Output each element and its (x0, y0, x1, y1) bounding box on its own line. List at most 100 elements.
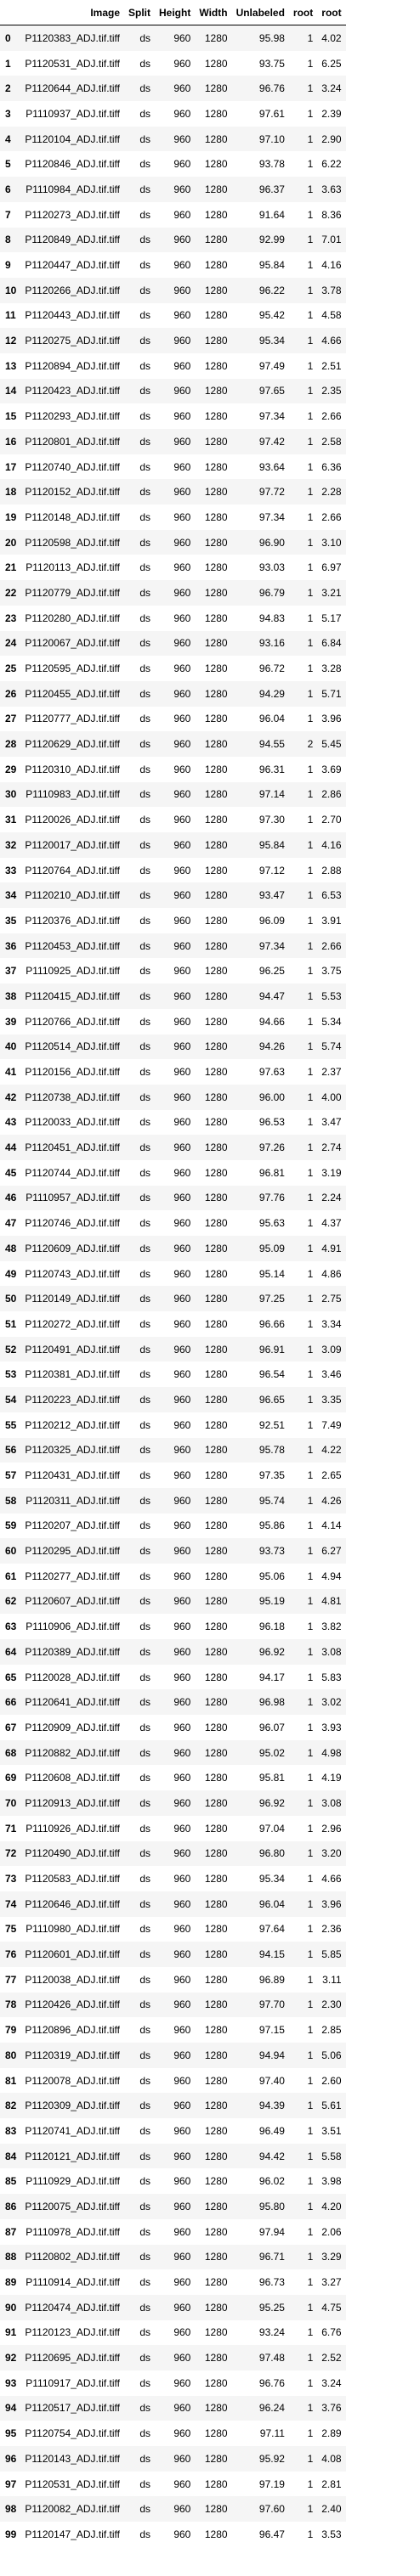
root-count-cell: 1 (307, 965, 314, 978)
width-cell: 1280 (204, 1368, 228, 1381)
unlabeled-cell: 97.61 (258, 107, 285, 120)
width-cell: 1280 (204, 2100, 228, 2112)
unlabeled-cell: 97.49 (258, 359, 285, 372)
unlabeled-cell: 93.03 (258, 561, 285, 574)
split-cell: ds (139, 2402, 150, 2415)
table-row: 65 P1120028_ADJ.tif.tiff ds 960 1280 94.17 1 5.… (0, 1665, 346, 1690)
unlabeled-cell: 95.42 (258, 309, 285, 322)
root-count-cell: 1 (307, 284, 314, 296)
unlabeled-cell: 96.92 (258, 1645, 285, 1658)
split-cell: ds (139, 460, 150, 473)
height-cell: 960 (173, 1393, 191, 1406)
root-percent-cell: 4.20 (321, 2200, 342, 2212)
width-cell: 1280 (204, 2352, 228, 2365)
height-cell: 960 (173, 1317, 191, 1330)
width-cell: 1280 (204, 2074, 228, 2087)
table-row: 72 P1120490_ADJ.tif.tiff ds 960 1280 96.80 1 3.… (0, 1840, 346, 1867)
height-cell: 960 (173, 2251, 191, 2263)
split-cell: ds (139, 1192, 150, 1204)
row-index: 69 (5, 1772, 17, 1784)
root-percent-cell: 3.02 (321, 1696, 342, 1709)
root-count-cell: 1 (307, 1696, 314, 1709)
width-cell: 1280 (204, 486, 228, 499)
split-cell: ds (139, 1242, 150, 1254)
width-cell: 1280 (204, 1116, 228, 1129)
split-cell: ds (139, 965, 150, 978)
split-cell: ds (139, 838, 150, 851)
table-row: 80 P1120319_ADJ.tif.tiff ds 960 1280 94.94 1 5.… (0, 2043, 346, 2068)
height-cell: 960 (173, 158, 191, 171)
image-cell: P1120644_ADJ.tif.tiff (25, 82, 120, 95)
table-row: 57 P1120431_ADJ.tif.tiff ds 960 1280 97.35 1 2.… (0, 1463, 346, 1488)
width-cell: 1280 (204, 410, 228, 423)
split-cell: ds (139, 2124, 150, 2137)
root-count-cell: 1 (307, 1645, 314, 1658)
image-cell: P1120646_ADJ.tif.tiff (25, 1897, 120, 1910)
unlabeled-cell: 97.11 (259, 2427, 285, 2440)
height-cell: 960 (173, 1091, 191, 1103)
width-cell: 1280 (204, 1645, 228, 1658)
root-count-cell: 1 (307, 359, 314, 372)
root-percent-cell: 2.74 (321, 1141, 342, 1154)
split-cell: ds (139, 1998, 150, 2011)
root-percent-cell: 5.85 (321, 1948, 342, 1961)
table-row: 48 P1120609_ADJ.tif.tiff ds 960 1280 95.09 1 4.… (0, 1236, 346, 1261)
height-cell: 960 (173, 2376, 191, 2389)
row-index: 37 (5, 965, 17, 978)
root-percent-cell: 2.66 (321, 939, 342, 952)
table-row: 4 P1120104_ADJ.tif.tiff ds 960 1280 97.10 1 2.9… (0, 126, 346, 152)
split-cell: ds (139, 1343, 150, 1356)
image-cell: P1120311_ADJ.tif.tiff (26, 1494, 120, 1507)
height-cell: 960 (173, 82, 191, 95)
row-index: 10 (5, 284, 17, 296)
image-cell: P1120744_ADJ.tif.tiff (25, 1166, 120, 1179)
unlabeled-cell: 97.63 (258, 1066, 285, 1079)
image-cell: P1120601_ADJ.tif.tiff (25, 1948, 120, 1961)
table-row: 73 P1120583_ADJ.tif.tiff ds 960 1280 95.34 1 4.… (0, 1866, 346, 1891)
root-percent-cell: 4.00 (321, 1091, 342, 1103)
table-row: 58 P1120311_ADJ.tif.tiff ds 960 1280 95.74 1 4.… (0, 1487, 346, 1513)
height-cell: 960 (173, 1519, 191, 1532)
row-index: 55 (5, 1418, 17, 1431)
image-cell: P1120738_ADJ.tif.tiff (25, 1091, 120, 1103)
width-cell: 1280 (204, 1242, 228, 1254)
root-percent-cell: 2.39 (321, 107, 342, 120)
height-cell: 960 (173, 1343, 191, 1356)
split-cell: ds (139, 864, 150, 877)
height-cell: 960 (173, 1141, 191, 1154)
unlabeled-cell: 93.78 (258, 158, 285, 171)
split-cell: ds (139, 158, 150, 171)
root-count-cell: 1 (307, 1519, 314, 1532)
root-count-cell: 1 (307, 385, 314, 397)
row-index: 1 (5, 57, 11, 70)
root-count-cell: 1 (307, 662, 314, 675)
height-cell: 960 (173, 1873, 191, 1885)
row-index: 45 (5, 1166, 17, 1179)
table-row: 82 P1120309_ADJ.tif.tiff ds 960 1280 94.39 1 5.… (0, 2093, 346, 2119)
split-cell: ds (139, 2376, 150, 2389)
row-index: 43 (5, 1116, 17, 1129)
unlabeled-cell: 93.73 (258, 1545, 285, 1558)
table-row: 25 P1120595_ADJ.tif.tiff ds 960 1280 96.72 1 3.… (0, 656, 346, 681)
table-row: 94 P1120517_ADJ.tif.tiff ds 960 1280 96.24 1 3.… (0, 2395, 346, 2421)
row-index: 8 (5, 234, 11, 246)
root-percent-cell: 3.96 (321, 1897, 342, 1910)
root-percent-cell: 6.22 (321, 158, 342, 171)
root-percent-cell: 3.34 (321, 1317, 342, 1330)
height-cell: 960 (173, 359, 191, 372)
table-header: Image Split Height Width Unlabeled root root (0, 0, 346, 25)
width-cell: 1280 (204, 1796, 228, 1809)
image-cell: P1120598_ADJ.tif.tiff (25, 536, 120, 549)
height-cell: 960 (173, 460, 191, 473)
image-cell: P1120210_ADJ.tif.tiff (25, 889, 120, 902)
root-percent-cell: 3.24 (321, 2376, 342, 2389)
width-cell: 1280 (204, 788, 228, 801)
split-cell: ds (139, 208, 150, 221)
root-count-cell: 1 (307, 2049, 314, 2061)
image-cell: P1120104_ADJ.tif.tiff (25, 132, 120, 145)
table-row: 38 P1120415_ADJ.tif.tiff ds 960 1280 94.47 1 5.… (0, 984, 346, 1009)
split-cell: ds (139, 1621, 150, 1633)
width-cell: 1280 (204, 838, 228, 851)
width-cell: 1280 (204, 1973, 228, 1986)
table-row: 1 P1120531_ADJ.tif.tiff ds 960 1280 93.75 1 6.2… (0, 51, 346, 76)
